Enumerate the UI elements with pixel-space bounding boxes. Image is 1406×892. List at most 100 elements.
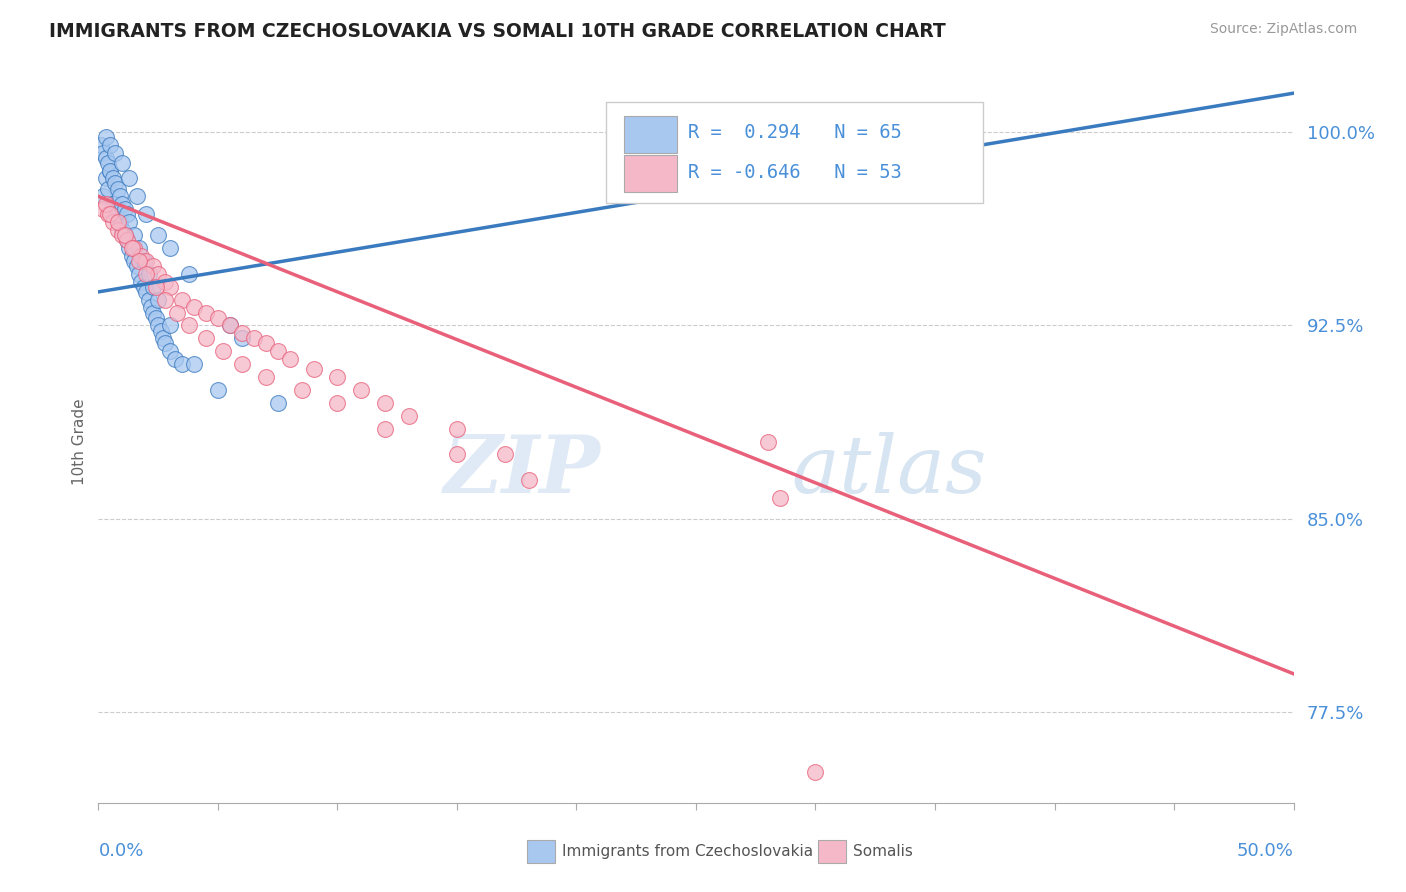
Point: [91, 145, 114, 160]
Point: [104, 207, 127, 221]
Point: [159, 241, 181, 255]
Point: [148, 318, 170, 333]
Text: R =  0.294   N = 65: R = 0.294 N = 65: [688, 123, 901, 142]
Point: [183, 301, 205, 315]
Point: [114, 228, 136, 243]
Point: [107, 182, 129, 196]
Point: [125, 189, 148, 203]
Point: [139, 301, 162, 315]
Point: [142, 305, 165, 319]
Point: [128, 241, 150, 255]
Point: [131, 249, 153, 263]
Point: [97, 207, 120, 221]
Point: [132, 254, 155, 268]
Point: [111, 156, 134, 170]
Point: [101, 215, 124, 229]
Point: [98, 207, 122, 221]
Point: [121, 241, 143, 255]
Point: [94, 151, 117, 165]
Point: [231, 326, 253, 341]
Point: [124, 241, 146, 255]
Point: [149, 324, 172, 338]
Point: [517, 473, 540, 487]
Point: [94, 130, 117, 145]
Point: [207, 383, 229, 397]
Point: [115, 233, 138, 247]
Point: [159, 279, 181, 293]
Point: [108, 189, 131, 203]
Point: [135, 254, 157, 268]
Point: [267, 396, 290, 410]
Text: 50.0%: 50.0%: [1237, 841, 1294, 860]
Point: [179, 267, 201, 281]
Point: [211, 344, 233, 359]
FancyBboxPatch shape: [624, 155, 676, 192]
Point: [172, 357, 194, 371]
Text: Source: ZipAtlas.com: Source: ZipAtlas.com: [1209, 22, 1357, 37]
Bar: [818, 840, 846, 863]
Point: [111, 197, 134, 211]
Point: [107, 202, 129, 217]
Point: [124, 254, 146, 268]
Point: [142, 259, 165, 273]
Point: [302, 362, 325, 376]
Point: [172, 293, 194, 307]
Point: [118, 171, 141, 186]
Point: [195, 331, 218, 345]
Point: [350, 383, 373, 397]
Point: [135, 285, 157, 299]
Point: [183, 357, 205, 371]
Point: [155, 293, 177, 307]
Point: [98, 163, 122, 178]
Point: [155, 275, 177, 289]
Point: [135, 207, 157, 221]
Point: [114, 228, 136, 243]
Point: [124, 228, 146, 243]
Text: atlas: atlas: [792, 432, 987, 509]
Point: [128, 267, 150, 281]
Point: [107, 215, 129, 229]
Point: [101, 171, 124, 186]
Text: IMMIGRANTS FROM CZECHOSLOVAKIA VS SOMALI 10TH GRADE CORRELATION CHART: IMMIGRANTS FROM CZECHOSLOVAKIA VS SOMALI…: [49, 22, 946, 41]
Y-axis label: 10th Grade: 10th Grade: [72, 398, 87, 485]
Point: [138, 293, 160, 307]
Point: [125, 259, 148, 273]
Point: [398, 409, 420, 423]
Point: [111, 223, 134, 237]
Point: [94, 197, 117, 211]
Point: [163, 351, 186, 366]
Point: [155, 336, 177, 351]
Point: [254, 370, 277, 384]
Point: [326, 396, 349, 410]
Point: [128, 254, 150, 268]
Point: [104, 177, 127, 191]
Point: [231, 357, 253, 371]
Point: [374, 396, 396, 410]
FancyBboxPatch shape: [606, 102, 983, 203]
Point: [90, 137, 112, 152]
Point: [104, 145, 127, 160]
Point: [145, 279, 167, 293]
Point: [195, 305, 218, 319]
FancyBboxPatch shape: [624, 116, 676, 153]
Point: [111, 228, 134, 243]
Point: [114, 202, 136, 217]
Point: [291, 383, 314, 397]
Text: ZIP: ZIP: [443, 432, 600, 509]
Point: [159, 344, 181, 359]
Point: [254, 336, 277, 351]
Point: [219, 318, 242, 333]
Bar: [527, 840, 555, 863]
Point: [374, 422, 396, 436]
Point: [159, 318, 181, 333]
Text: Immigrants from Czechoslovakia: Immigrants from Czechoslovakia: [562, 845, 814, 859]
Point: [207, 310, 229, 325]
Point: [94, 171, 117, 186]
Text: 0.0%: 0.0%: [98, 841, 143, 860]
Point: [446, 447, 468, 461]
Point: [97, 182, 120, 196]
Point: [148, 267, 170, 281]
Point: [494, 447, 516, 461]
Point: [166, 305, 188, 319]
Point: [118, 241, 141, 255]
